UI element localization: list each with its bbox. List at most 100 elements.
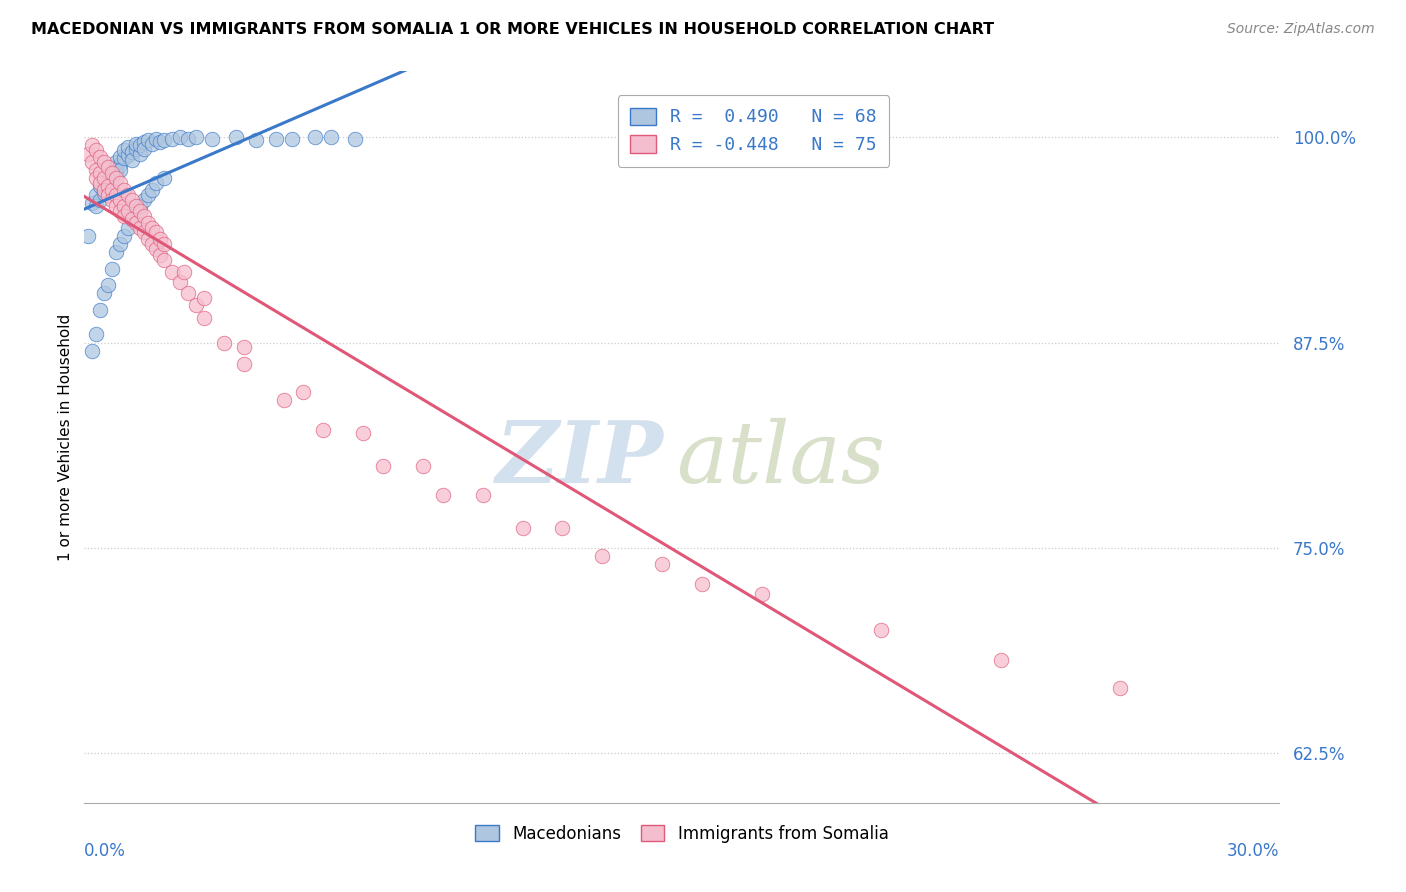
Point [125,142,148,156]
Point [112,209,135,223]
Point [121,212,143,227]
Point [112,152,135,166]
Point [110,150,132,164]
Point [149,232,172,246]
Text: atlas: atlas [676,417,884,500]
Point [201,132,224,146]
Point [101,166,124,180]
Point [304,130,326,145]
Point [173,265,195,279]
Point [101,261,124,276]
Point [132,193,156,207]
Point [86,163,108,178]
Point [132,226,156,240]
Point [89,302,111,317]
Point [136,216,159,230]
Point [232,341,254,355]
Point [141,183,163,197]
Point [153,133,176,147]
Point [82,138,104,153]
Point [129,220,152,235]
Point [1216,829,1239,843]
Point [651,558,673,572]
Point [117,204,139,219]
Point [93,173,115,187]
Legend: Macedonians, Immigrants from Somalia: Macedonians, Immigrants from Somalia [468,818,896,849]
Point [153,171,176,186]
Point [344,132,367,146]
Point [121,212,143,227]
Point [93,286,115,301]
Point [117,140,139,154]
Point [101,193,124,207]
Point [101,171,124,186]
Point [193,291,215,305]
Text: ZIP: ZIP [496,417,664,500]
Point [125,136,148,151]
Point [591,549,613,564]
Point [121,145,143,159]
Point [105,164,128,178]
Point [86,143,108,157]
Point [97,187,120,202]
Point [129,199,152,213]
Text: MACEDONIAN VS IMMIGRANTS FROM SOMALIA 1 OR MORE VEHICLES IN HOUSEHOLD CORRELATIO: MACEDONIAN VS IMMIGRANTS FROM SOMALIA 1 … [31,22,994,37]
Point [93,186,115,200]
Point [184,298,207,312]
Point [169,130,191,145]
Point [105,245,128,260]
Point [125,216,148,230]
Point [136,187,159,202]
Point [471,488,494,502]
Text: Source: ZipAtlas.com: Source: ZipAtlas.com [1227,22,1375,37]
Point [169,275,191,289]
Point [373,458,395,473]
Point [352,425,374,440]
Point [82,154,104,169]
Point [93,171,115,186]
Point [160,265,183,279]
Point [751,587,773,601]
Point [77,146,100,161]
Point [153,253,176,268]
Point [86,171,108,186]
Point [141,136,163,151]
Point [110,193,132,207]
Point [412,458,434,473]
Point [141,220,163,235]
Point [105,199,128,213]
Point [112,183,135,197]
Point [105,187,128,202]
Point [690,577,713,591]
Point [97,278,120,293]
Point [121,193,143,207]
Point [990,653,1012,667]
Point [125,204,148,219]
Point [110,163,132,178]
Point [312,423,335,437]
Point [112,143,135,157]
Point [86,187,108,202]
Point [117,220,139,235]
Point [93,183,115,197]
Point [86,327,108,342]
Point [145,132,167,146]
Point [97,160,120,174]
Point [177,286,200,301]
Point [870,624,893,638]
Point [89,179,111,194]
Point [132,135,156,149]
Point [110,176,132,190]
Point [129,138,152,153]
Point [145,176,167,190]
Point [97,179,120,194]
Point [1109,681,1132,695]
Point [129,204,152,219]
Point [184,130,207,145]
Point [105,171,128,186]
Point [132,142,156,156]
Point [432,488,454,502]
Point [193,310,215,325]
Point [97,183,120,197]
Point [129,146,152,161]
